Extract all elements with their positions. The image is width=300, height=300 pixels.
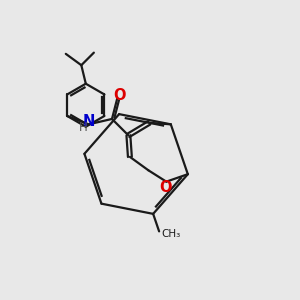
Text: O: O xyxy=(113,88,126,103)
Text: H: H xyxy=(79,122,88,134)
Text: O: O xyxy=(160,179,172,194)
Text: N: N xyxy=(82,114,95,129)
Text: CH₃: CH₃ xyxy=(162,229,181,239)
